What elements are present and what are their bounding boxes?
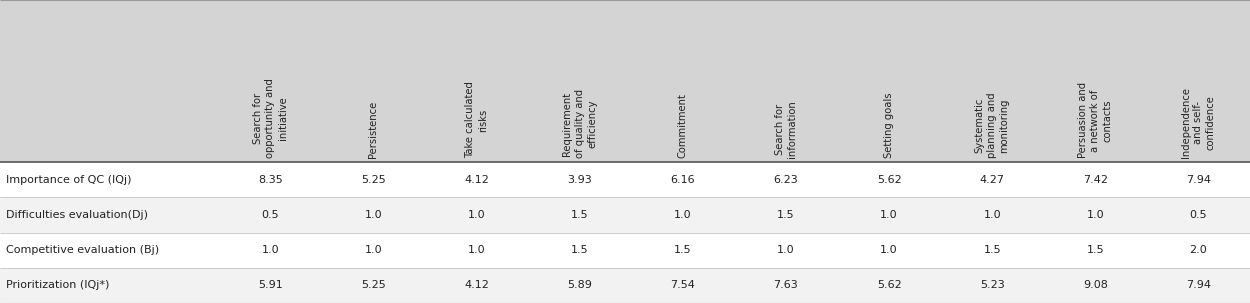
Text: 6.16: 6.16 [670, 175, 695, 185]
Text: 4.27: 4.27 [980, 175, 1005, 185]
Bar [0, 268, 1250, 303]
Text: 7.94: 7.94 [1186, 280, 1211, 290]
Text: 9.08: 9.08 [1082, 280, 1108, 290]
Text: 2.0: 2.0 [1190, 245, 1208, 255]
Text: 8.35: 8.35 [258, 175, 282, 185]
Text: 7.94: 7.94 [1186, 175, 1211, 185]
Text: Competitive evaluation (Bj): Competitive evaluation (Bj) [6, 245, 160, 255]
Text: 5.23: 5.23 [980, 280, 1005, 290]
Text: Requirement
of quality and
efficiency: Requirement of quality and efficiency [562, 89, 598, 158]
Text: 1.0: 1.0 [468, 210, 485, 220]
Text: 1.5: 1.5 [984, 245, 1001, 255]
Text: Search for
opportunity and
initiative: Search for opportunity and initiative [253, 78, 288, 158]
Text: 5.91: 5.91 [258, 280, 282, 290]
Text: 1.0: 1.0 [468, 245, 485, 255]
Text: Prioritization (IQj*): Prioritization (IQj*) [6, 280, 110, 290]
Text: 5.25: 5.25 [361, 280, 386, 290]
Text: Take calculated
risks: Take calculated risks [465, 82, 488, 158]
Text: Systematic
planning and
monitoring: Systematic planning and monitoring [975, 93, 1010, 158]
Text: 6.23: 6.23 [774, 175, 799, 185]
Text: 4.12: 4.12 [464, 175, 489, 185]
Text: 1.0: 1.0 [365, 210, 382, 220]
Text: 0.5: 0.5 [261, 210, 279, 220]
Text: 1.0: 1.0 [880, 245, 898, 255]
Text: 1.0: 1.0 [1086, 210, 1104, 220]
Text: 1.5: 1.5 [571, 245, 589, 255]
Text: 7.42: 7.42 [1082, 175, 1108, 185]
Text: 0.5: 0.5 [1190, 210, 1208, 220]
Text: Persistence: Persistence [369, 101, 379, 158]
Text: 5.89: 5.89 [568, 280, 592, 290]
Text: 1.0: 1.0 [674, 210, 691, 220]
Text: 1.5: 1.5 [571, 210, 589, 220]
Text: Persuasion and
a network of
contacts: Persuasion and a network of contacts [1078, 82, 1112, 158]
Bar [0, 233, 1250, 268]
Bar [0, 162, 1250, 197]
Text: Difficulties evaluation(Dj): Difficulties evaluation(Dj) [6, 210, 149, 220]
Text: 1.0: 1.0 [880, 210, 898, 220]
Text: Independence
and self-
confidence: Independence and self- confidence [1181, 88, 1216, 158]
Bar [0, 197, 1250, 233]
Text: 1.0: 1.0 [984, 210, 1001, 220]
Text: Commitment: Commitment [678, 94, 688, 158]
Text: Importance of QC (IQj): Importance of QC (IQj) [6, 175, 131, 185]
Text: 5.62: 5.62 [876, 280, 901, 290]
Text: 5.25: 5.25 [361, 175, 386, 185]
Text: 7.54: 7.54 [670, 280, 695, 290]
Bar [0, 0, 1250, 162]
Text: 1.0: 1.0 [778, 245, 795, 255]
Text: 1.5: 1.5 [1086, 245, 1104, 255]
Text: 7.63: 7.63 [774, 280, 799, 290]
Text: 1.5: 1.5 [778, 210, 795, 220]
Text: 5.62: 5.62 [876, 175, 901, 185]
Text: 3.93: 3.93 [568, 175, 592, 185]
Text: 4.12: 4.12 [464, 280, 489, 290]
Text: 1.0: 1.0 [365, 245, 382, 255]
Text: 1.0: 1.0 [261, 245, 279, 255]
Text: Setting goals: Setting goals [884, 93, 894, 158]
Text: Search for
information: Search for information [775, 101, 798, 158]
Text: 1.5: 1.5 [674, 245, 691, 255]
